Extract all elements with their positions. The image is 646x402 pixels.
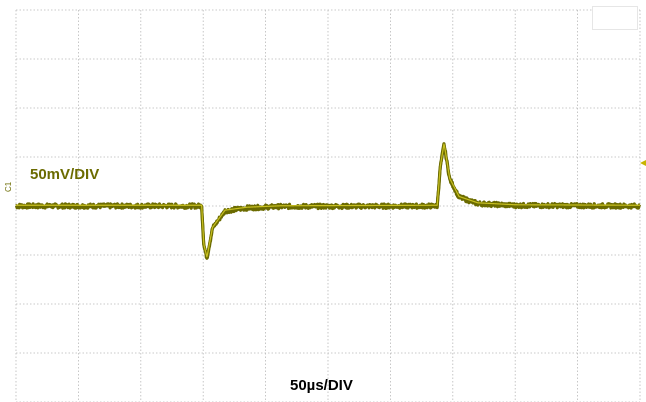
trigger-level-marker-icon — [640, 160, 646, 166]
channel-marker: C1 — [4, 181, 13, 192]
vertical-scale-label: 50mV/DIV — [30, 166, 100, 183]
corner-indicator-box — [592, 6, 638, 30]
horizontal-scale-label: 50µs/DIV — [290, 377, 353, 394]
signal-trace — [14, 142, 642, 260]
trace-highlight — [15, 143, 641, 258]
trace-envelope — [15, 143, 641, 260]
